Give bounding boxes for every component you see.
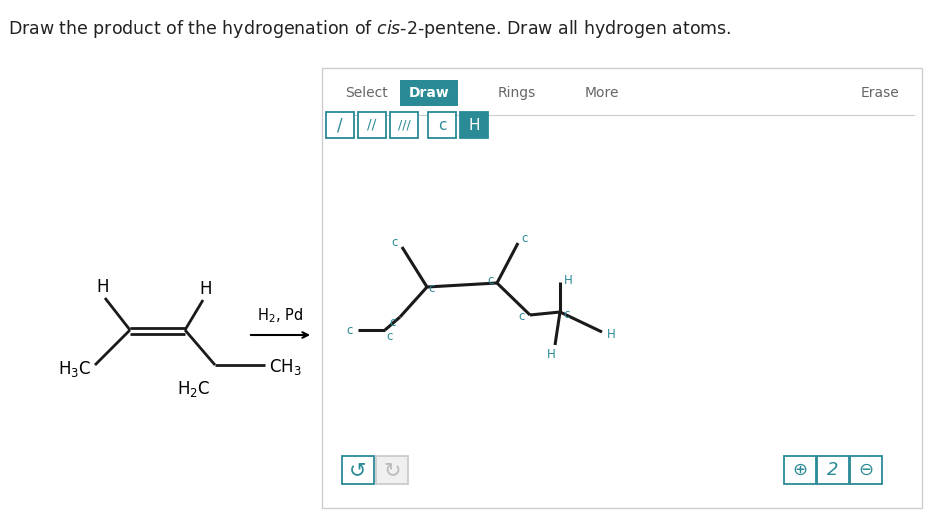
Text: H$_2$, Pd: H$_2$, Pd (257, 306, 303, 325)
Text: Select: Select (345, 86, 388, 100)
Bar (376, 456, 407, 484)
Text: c: c (518, 311, 524, 324)
Text: c: c (522, 233, 528, 246)
Text: H: H (563, 273, 572, 286)
Text: c: c (386, 329, 393, 342)
Bar (322, 68, 921, 508)
Text: c: c (487, 273, 494, 286)
Bar (357, 112, 386, 138)
Text: H$_3$C: H$_3$C (58, 359, 91, 379)
Text: Draw: Draw (408, 86, 449, 100)
Text: c: c (390, 315, 395, 328)
Bar (428, 112, 456, 138)
Text: c: c (346, 325, 353, 338)
Text: /: / (337, 116, 342, 134)
Text: H: H (468, 117, 479, 132)
Bar (849, 456, 881, 484)
Text: 2: 2 (826, 461, 838, 479)
Text: ⊖: ⊖ (857, 461, 872, 479)
Bar (783, 456, 815, 484)
Text: More: More (584, 86, 619, 100)
Text: CH$_3$: CH$_3$ (269, 357, 302, 377)
Text: H: H (546, 347, 555, 360)
Bar (400, 80, 458, 106)
Text: H: H (200, 280, 212, 298)
Text: ⊕: ⊕ (792, 461, 806, 479)
Bar (326, 112, 354, 138)
Bar (342, 456, 374, 484)
Text: H: H (97, 278, 110, 296)
Text: ↻: ↻ (383, 460, 400, 480)
Text: c: c (429, 282, 434, 296)
Bar (459, 112, 487, 138)
Text: H: H (606, 327, 614, 341)
Text: Rings: Rings (497, 86, 535, 100)
Text: c: c (563, 308, 570, 321)
Text: Draw the product of the hydrogenation of $\it{cis}$-2-pentene. Draw all hydrogen: Draw the product of the hydrogenation of… (8, 18, 730, 40)
Bar (816, 456, 848, 484)
Bar (390, 112, 418, 138)
Text: ///: /// (397, 118, 410, 131)
Text: ↺: ↺ (349, 460, 367, 480)
Text: Erase: Erase (859, 86, 898, 100)
Text: H$_2$C: H$_2$C (176, 379, 210, 399)
Text: c: c (392, 236, 398, 250)
Text: c: c (437, 117, 445, 132)
Text: //: // (367, 118, 376, 132)
